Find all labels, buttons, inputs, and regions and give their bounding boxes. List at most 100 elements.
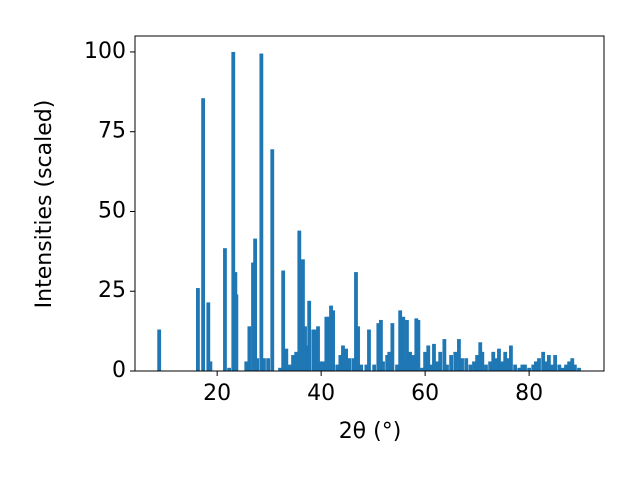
bar — [247, 326, 252, 371]
bar — [270, 149, 275, 371]
bar — [577, 367, 581, 371]
bar — [503, 351, 508, 371]
bar — [385, 355, 390, 371]
bar — [316, 326, 320, 371]
bar — [281, 270, 286, 371]
bar — [442, 339, 447, 371]
bar — [324, 316, 329, 371]
bar — [426, 345, 431, 371]
bar — [372, 364, 377, 371]
bar — [327, 316, 331, 371]
bar — [318, 361, 323, 371]
y-tick-label: 100 — [84, 39, 126, 64]
bar — [457, 339, 461, 371]
bar — [305, 345, 310, 371]
bar — [572, 364, 577, 371]
x-tick-label: 40 — [307, 381, 335, 406]
bar — [506, 358, 511, 371]
bar — [390, 323, 395, 371]
bar — [570, 358, 575, 371]
bar — [387, 351, 392, 371]
bar — [278, 367, 282, 371]
bar — [341, 345, 345, 371]
bar — [533, 361, 538, 371]
bar — [201, 98, 206, 371]
y-tick-label: 50 — [98, 198, 126, 223]
bar — [329, 305, 333, 371]
bar — [331, 310, 336, 371]
bar — [231, 51, 236, 371]
bar — [420, 367, 424, 371]
bar — [297, 230, 302, 371]
bar — [414, 318, 419, 371]
bar — [509, 345, 513, 371]
bar — [303, 326, 307, 371]
plot-frame — [134, 35, 605, 372]
bar — [484, 364, 488, 371]
bar — [196, 288, 200, 371]
y-axis-label: Intensities (scaled) — [32, 100, 57, 309]
x-axis-label: 2θ (°) — [339, 419, 402, 444]
bar — [500, 361, 504, 371]
bar — [381, 361, 385, 371]
bar — [517, 367, 522, 371]
bar — [395, 364, 399, 371]
bar — [537, 358, 541, 371]
x-tick-label: 20 — [203, 381, 231, 406]
bar — [475, 355, 480, 371]
bar — [423, 351, 428, 371]
bar — [344, 348, 349, 371]
bar — [453, 351, 458, 371]
bar — [480, 351, 485, 371]
bar — [288, 364, 292, 371]
bar — [523, 364, 527, 371]
bar — [253, 238, 258, 371]
bar — [546, 355, 551, 371]
bar — [541, 351, 546, 371]
y-tick-label: 0 — [112, 358, 126, 383]
bar — [401, 316, 406, 371]
bar — [266, 358, 271, 371]
bar — [478, 342, 483, 371]
bar — [335, 364, 340, 371]
bar — [338, 355, 343, 371]
bar — [359, 364, 364, 371]
y-tick-label: 75 — [98, 119, 126, 144]
bar — [291, 355, 295, 371]
bar — [347, 358, 352, 371]
bar — [405, 319, 409, 371]
bar — [379, 319, 383, 371]
bar — [445, 364, 449, 371]
bar — [208, 361, 213, 371]
bar — [488, 361, 493, 371]
bar — [321, 361, 326, 371]
bar — [416, 319, 421, 371]
bar — [550, 364, 554, 371]
x-tick-label: 60 — [411, 381, 439, 406]
bar — [376, 323, 381, 371]
bar — [472, 361, 476, 371]
bar — [449, 355, 454, 371]
bar — [301, 259, 305, 371]
bar — [314, 329, 318, 371]
bar — [367, 329, 371, 371]
bar — [259, 53, 264, 372]
bar — [234, 294, 239, 371]
bar — [561, 367, 565, 371]
bar — [460, 358, 464, 371]
bar — [513, 364, 517, 371]
bar — [491, 351, 496, 371]
y-tick-label: 25 — [98, 278, 126, 303]
bar — [356, 326, 360, 371]
bar — [432, 343, 436, 371]
bar — [398, 310, 403, 371]
bar — [284, 348, 289, 371]
bar — [411, 355, 416, 371]
bar — [157, 329, 162, 371]
bar — [494, 358, 499, 371]
bar — [429, 364, 434, 371]
bar — [531, 364, 536, 371]
bar — [435, 361, 439, 371]
bar — [262, 358, 266, 371]
